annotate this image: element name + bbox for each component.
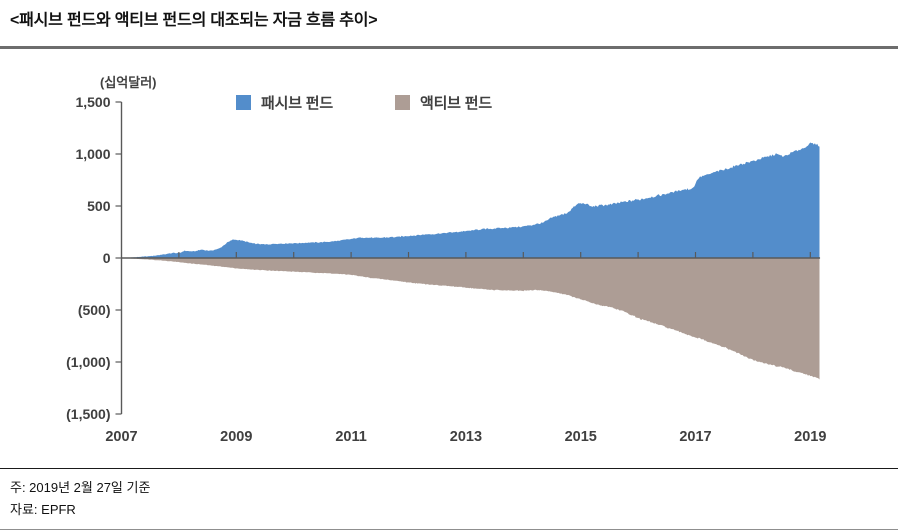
title-divider bbox=[0, 46, 898, 49]
x-axis-tick-label: 2009 bbox=[220, 429, 252, 445]
footnote: 주: 2019년 2월 27일 기준 자료: EPFR bbox=[10, 477, 150, 521]
passive-legend-label: 패시브 펀드 bbox=[261, 95, 333, 112]
bottom-border bbox=[0, 529, 898, 530]
active-legend-label: 액티브 펀드 bbox=[419, 95, 492, 112]
footer-divider bbox=[0, 468, 898, 469]
page-title: <패시브 펀드와 액티브 펀드의 대조되는 자금 흐름 추이> bbox=[10, 12, 378, 29]
active-legend-swatch-icon bbox=[394, 95, 410, 110]
fund-flow-chart: (십억달러) 패시브 펀드 액티브 펀드 1,500 1,000 500 0 (500)… bbox=[0, 58, 898, 460]
legend-item-active: 액티브 펀드 bbox=[394, 92, 492, 113]
x-axis-tick-label: 2015 bbox=[565, 429, 597, 445]
x-axis-tick-label: 2007 bbox=[105, 429, 137, 445]
x-axis-tick-label: 2019 bbox=[794, 429, 826, 445]
x-axis-tick-label: 2013 bbox=[450, 429, 482, 445]
y-axis-tick-label: (1,500) bbox=[66, 406, 110, 422]
note-text: 주: 2019년 2월 27일 기준 bbox=[10, 480, 151, 495]
chart-legend: 패시브 펀드 액티브 펀드 bbox=[236, 92, 492, 113]
y-axis-tick-label: (500) bbox=[78, 302, 111, 318]
passive-legend-swatch-icon bbox=[236, 95, 251, 110]
y-axis-tick-label: 1,000 bbox=[75, 146, 110, 162]
y-axis-tick-label: 0 bbox=[103, 250, 111, 266]
legend-item-passive: 패시브 펀드 bbox=[236, 92, 333, 113]
active-fund-area bbox=[121, 258, 820, 380]
x-axis-tick-label: 2017 bbox=[679, 429, 711, 445]
y-axis-tick-label: 1,500 bbox=[75, 94, 110, 110]
y-axis-tick-label: (1,000) bbox=[66, 354, 110, 370]
y-axis-unit-label: (십억달러) bbox=[100, 75, 157, 90]
source-text: 자료: EPFR bbox=[10, 502, 76, 517]
y-axis-tick-label: 500 bbox=[87, 198, 111, 214]
chart-canvas: 1,500 1,000 500 0 (500) (1,000) (1,500) 2007 200… bbox=[66, 94, 826, 445]
x-axis-tick-label: 2011 bbox=[335, 429, 366, 445]
passive-fund-area bbox=[121, 142, 820, 258]
